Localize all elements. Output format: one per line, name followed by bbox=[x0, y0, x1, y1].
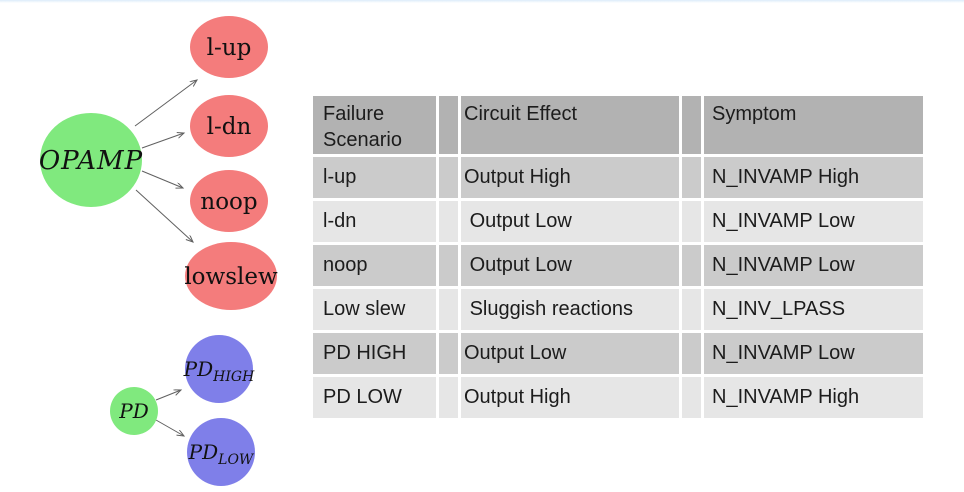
table-spacer-cell bbox=[682, 96, 701, 154]
pd-low-node bbox=[187, 418, 255, 486]
pd-high-subscript: HIGH bbox=[212, 369, 255, 385]
pd-high-node-label: PDHIGH bbox=[183, 357, 255, 385]
cell-scenario: l-dn bbox=[313, 201, 436, 242]
cell-scenario: Low slew bbox=[313, 289, 436, 330]
edge-opamp-to-l-up bbox=[134, 80, 197, 127]
edge-opamp-to-noop bbox=[141, 170, 183, 188]
table-spacer-cell bbox=[439, 157, 458, 198]
pd-high-base-text: PD bbox=[183, 357, 214, 381]
table-spacer-cell bbox=[682, 289, 701, 330]
table-spacer-cell bbox=[439, 377, 458, 418]
table-spacer-cell bbox=[439, 289, 458, 330]
fault-node-noop-label: noop bbox=[200, 189, 257, 215]
cell-symptom: N_INVAMP Low bbox=[704, 245, 923, 286]
failure-scenario-table: Failure Scenario Circuit Effect Symptom … bbox=[313, 96, 923, 418]
pd-high-node bbox=[185, 335, 253, 403]
table-spacer-cell bbox=[682, 333, 701, 374]
table-spacer-cell bbox=[439, 96, 458, 154]
header-circuit-effect: Circuit Effect bbox=[461, 96, 679, 154]
pd-node-label: PD bbox=[118, 399, 149, 423]
table-spacer-cell bbox=[682, 377, 701, 418]
header-symptom: Symptom bbox=[704, 96, 923, 154]
edge-opamp-to-l-dn bbox=[141, 133, 184, 149]
pd-node bbox=[110, 387, 158, 435]
table-spacer-cell bbox=[439, 333, 458, 374]
cell-effect: Sluggish reactions bbox=[461, 289, 679, 330]
window-top-edge bbox=[0, 0, 964, 3]
opamp-node bbox=[40, 113, 142, 207]
fault-node-l-up bbox=[190, 16, 268, 78]
edge-pd-to-pdlow bbox=[155, 419, 184, 436]
cell-effect: Output Low bbox=[461, 245, 679, 286]
cell-effect: Output Low bbox=[461, 333, 679, 374]
opamp-node-label: OPAMP bbox=[39, 146, 143, 176]
cell-scenario: l-up bbox=[313, 157, 436, 198]
table-spacer-cell bbox=[439, 245, 458, 286]
edge-pd-to-pdhigh bbox=[155, 390, 181, 401]
fault-node-lowslew-label: lowslew bbox=[184, 264, 278, 290]
fault-node-l-dn-label: l-dn bbox=[207, 114, 252, 140]
cell-symptom: N_INV_LPASS bbox=[704, 289, 923, 330]
table-spacer-cell bbox=[682, 201, 701, 242]
pd-low-base-text: PD bbox=[188, 440, 219, 464]
cell-symptom: N_INVAMP Low bbox=[704, 201, 923, 242]
table-spacer-cell bbox=[682, 245, 701, 286]
edge-opamp-to-lowslew bbox=[135, 189, 193, 242]
cell-scenario: PD LOW bbox=[313, 377, 436, 418]
cell-effect: Output High bbox=[461, 157, 679, 198]
fault-node-lowslew bbox=[185, 242, 277, 310]
header-failure-scenario: Failure Scenario bbox=[313, 96, 436, 154]
cell-symptom: N_INVAMP Low bbox=[704, 333, 923, 374]
cell-effect: Output Low bbox=[461, 201, 679, 242]
pd-low-subscript: LOW bbox=[217, 452, 255, 468]
cell-effect: Output High bbox=[461, 377, 679, 418]
cell-scenario: noop bbox=[313, 245, 436, 286]
cell-symptom: N_INVAMP High bbox=[704, 157, 923, 198]
fault-node-noop bbox=[190, 170, 268, 232]
fault-node-l-up-label: l-up bbox=[207, 35, 252, 61]
cell-symptom: N_INVAMP High bbox=[704, 377, 923, 418]
pd-low-node-label: PDLOW bbox=[188, 440, 255, 468]
cell-scenario: PD HIGH bbox=[313, 333, 436, 374]
table-spacer-cell bbox=[439, 201, 458, 242]
fault-node-l-dn bbox=[190, 95, 268, 157]
table-spacer-cell bbox=[682, 157, 701, 198]
fault-tree-diagram: OPAMP l-up l-dn noop lowslew PD PDHIGH P… bbox=[39, 16, 278, 486]
